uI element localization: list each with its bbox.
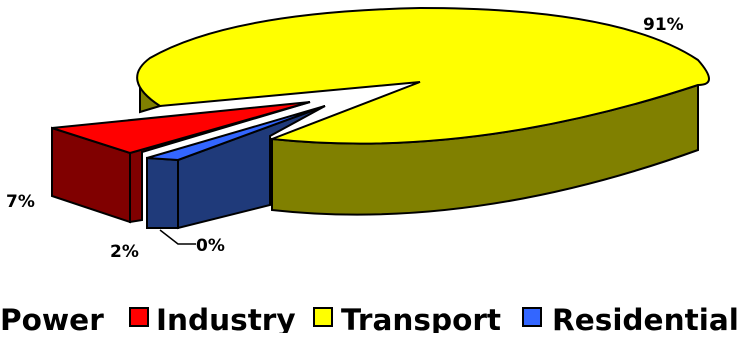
legend-swatch-industry bbox=[129, 307, 149, 327]
legend-swatch-residential bbox=[522, 307, 542, 327]
leader-line-power bbox=[159, 229, 196, 245]
slice-transport bbox=[136, 6, 710, 216]
data-label-transport: 91% bbox=[643, 15, 684, 35]
legend-label-residential: Residential bbox=[552, 303, 739, 333]
data-label-power: 0% bbox=[196, 236, 225, 256]
slice-transport-top bbox=[136, 6, 710, 145]
legend-label-industry: Industry bbox=[156, 303, 296, 333]
slice-residential bbox=[146, 105, 326, 230]
legend-label-power: Power bbox=[0, 303, 104, 333]
data-label-industry: 7% bbox=[6, 192, 35, 212]
slice-residential-side-front bbox=[146, 156, 179, 229]
data-label-residential: 2% bbox=[110, 242, 139, 262]
legend: Power Industry Transport Residential bbox=[0, 303, 739, 337]
legend-swatch-transport bbox=[313, 307, 333, 327]
slice-residential-top bbox=[146, 105, 326, 162]
slice-industry bbox=[51, 101, 311, 224]
legend-label-transport: Transport bbox=[341, 303, 501, 333]
slice-industry-top bbox=[51, 101, 311, 155]
